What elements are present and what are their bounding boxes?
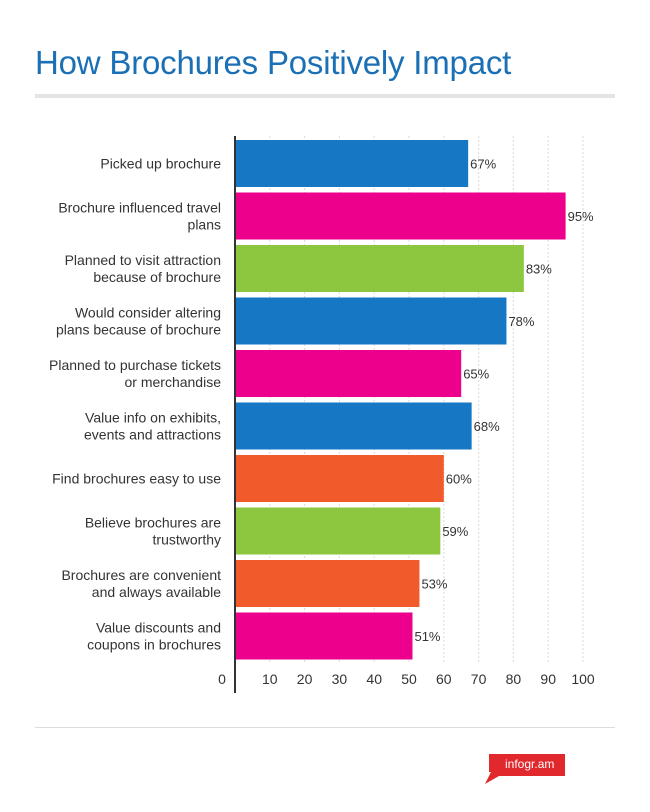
category-label: Value info on exhibits, xyxy=(85,410,221,426)
bar[interactable] xyxy=(235,140,469,187)
bar-value-label: 59% xyxy=(442,524,468,539)
x-tick-label: 80 xyxy=(506,671,522,687)
bar-value-label: 68% xyxy=(474,419,500,434)
category-label: Would consider altering xyxy=(75,305,221,321)
x-tick-label: 20 xyxy=(297,671,313,687)
bar[interactable] xyxy=(235,297,507,345)
bar-value-label: 65% xyxy=(463,367,489,382)
bar[interactable] xyxy=(235,612,413,660)
category-label: Planned to purchase tickets xyxy=(49,357,221,373)
x-tick-label: 60 xyxy=(436,671,452,687)
category-label: Find brochures easy to use xyxy=(52,471,221,487)
bar[interactable] xyxy=(235,350,462,397)
x-tick-label: 40 xyxy=(366,671,382,687)
bar[interactable] xyxy=(235,455,444,502)
bar[interactable] xyxy=(235,192,566,240)
bar-value-label: 51% xyxy=(414,629,440,644)
category-label: Brochures are convenient xyxy=(61,567,221,583)
category-label: Picked up brochure xyxy=(100,156,221,172)
bar[interactable] xyxy=(235,507,441,555)
category-label: plans because of brochure xyxy=(56,322,221,338)
bar[interactable] xyxy=(235,245,524,292)
category-label: plans xyxy=(188,217,221,233)
x-tick-label: 10 xyxy=(262,671,278,687)
chart-title: How Brochures Positively Impact xyxy=(35,44,512,81)
category-label: because of brochure xyxy=(93,269,221,285)
x-tick-label: 50 xyxy=(401,671,417,687)
category-label: Believe brochures are xyxy=(85,515,221,531)
bar-chart: 67% Picked up brochure 95% Brochure influen… xyxy=(49,136,595,693)
bar-value-label: 95% xyxy=(568,209,594,224)
category-label: or merchandise xyxy=(125,374,222,390)
bar-value-label: 78% xyxy=(508,314,534,329)
x-tick-label: 0 xyxy=(218,671,226,687)
bar-value-label: 67% xyxy=(470,157,496,172)
bar[interactable] xyxy=(235,560,420,607)
category-label: trustworthy xyxy=(153,532,221,548)
x-tick-label: 100 xyxy=(571,671,595,687)
logo-text: infogr.am xyxy=(505,757,555,771)
x-tick-label: 90 xyxy=(540,671,556,687)
footer-divider xyxy=(35,727,615,728)
infogram-logo[interactable]: infogr.am xyxy=(485,754,567,786)
bar-value-label: 53% xyxy=(421,577,447,592)
title-divider xyxy=(35,94,615,98)
logo-flag-icon xyxy=(485,754,565,784)
bar-value-label: 83% xyxy=(526,262,552,277)
category-label: Value discounts and xyxy=(96,620,221,636)
category-label: events and attractions xyxy=(84,427,221,443)
bar-value-label: 60% xyxy=(446,472,472,487)
category-label: Planned to visit attraction xyxy=(65,252,221,268)
x-tick-label: 30 xyxy=(332,671,348,687)
category-label: and always available xyxy=(92,584,221,600)
category-label: coupons in brochures xyxy=(87,637,221,653)
x-tick-label: 70 xyxy=(471,671,487,687)
category-label: Brochure influenced travel xyxy=(58,200,221,216)
bar[interactable] xyxy=(235,402,472,450)
